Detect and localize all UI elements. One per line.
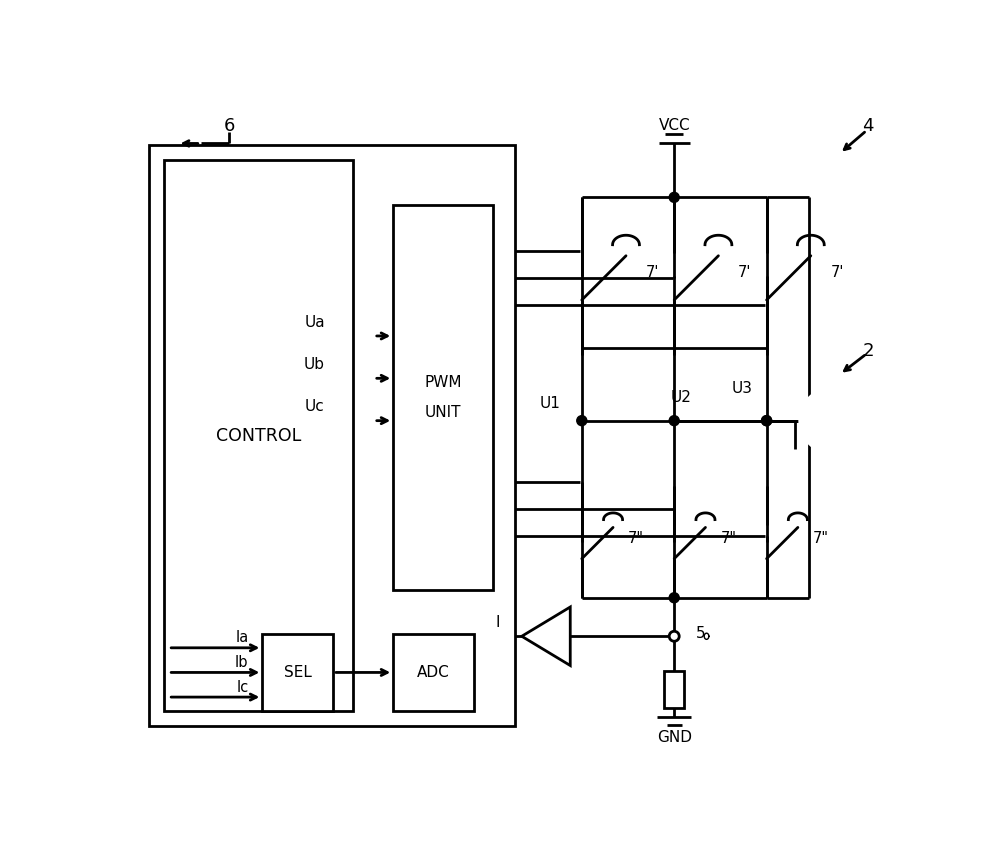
Text: Ub: Ub [304,357,325,372]
Bar [149,145,515,727]
Circle shape [762,416,772,425]
Circle shape [800,388,864,453]
Text: VCC: VCC [658,118,690,133]
Text: Ib: Ib [235,655,248,670]
Text: I: I [496,615,500,630]
Text: Uc: Uc [305,399,324,414]
Circle shape [669,632,679,641]
Bar [164,160,353,711]
Text: Ua: Ua [304,315,325,329]
Bar [393,205,493,590]
Bar [664,671,684,708]
Text: U2: U2 [670,390,691,405]
Text: U3: U3 [732,381,753,396]
Text: GND: GND [657,730,692,745]
Text: 7": 7" [813,531,829,546]
Text: 7': 7' [830,265,844,280]
Text: 7': 7' [646,265,659,280]
Circle shape [669,593,679,603]
Text: U1: U1 [539,396,560,411]
Text: Ic: Ic [236,679,248,694]
Circle shape [577,416,587,425]
Text: 6: 6 [223,117,235,135]
Text: 4: 4 [862,117,874,135]
Text: 2: 2 [862,342,874,360]
Bar [393,634,474,711]
Circle shape [669,193,679,202]
Text: 7': 7' [738,265,751,280]
Text: ADC: ADC [417,665,450,680]
Text: SEL: SEL [284,665,312,680]
Text: UNIT: UNIT [425,406,461,420]
Circle shape [762,416,772,425]
Polygon shape [522,607,570,666]
Text: 7": 7" [720,531,736,546]
Bar [262,634,333,711]
Text: 7": 7" [628,531,644,546]
Text: 5: 5 [696,627,705,642]
Text: Ia: Ia [235,630,248,645]
Text: CONTROL: CONTROL [216,427,301,445]
Circle shape [669,416,679,425]
Text: PWM: PWM [424,374,462,390]
